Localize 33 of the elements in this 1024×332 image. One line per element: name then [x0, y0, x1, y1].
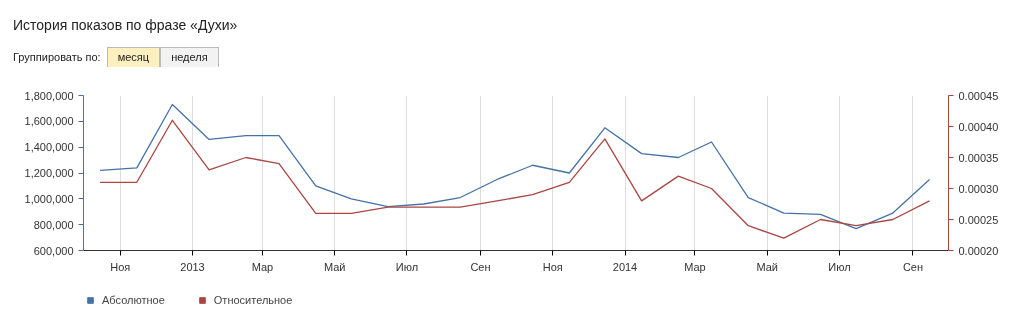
x-tick-label: Июл	[395, 260, 419, 273]
x-tick-label: Ноя	[110, 260, 131, 273]
chart-title: История показов по фразе «Духи»	[13, 16, 238, 35]
y2-tick-label: 0.00040	[958, 120, 999, 133]
y2-tick-label: 0.00030	[958, 182, 999, 195]
x-tick-label: 2014	[612, 260, 638, 273]
x-tick-label: Май	[323, 260, 346, 273]
x-tick-label: Ноя	[542, 260, 563, 273]
y2-tick-label: 0.00035	[958, 151, 999, 164]
x-tick-label: Май	[756, 260, 778, 273]
x-tick-label: Сен	[470, 260, 491, 273]
y-tick-label: 1,800,000	[24, 89, 74, 102]
x-tick-label: 2013	[180, 260, 205, 273]
y-tick-label: 800,000	[33, 218, 74, 231]
line-series	[99, 103, 931, 230]
line-series	[99, 119, 931, 239]
y-tick-label: 1,600,000	[24, 115, 74, 128]
x-tick-label: Июл	[828, 260, 851, 273]
x-tick-label: Мар	[684, 260, 706, 273]
y2-tick-label: 0.00025	[958, 213, 999, 226]
y-tick-label: 1,000,000	[24, 192, 74, 205]
legend-label: Абсолютное	[102, 294, 165, 306]
text: Группировать по:	[13, 51, 101, 63]
y2-tick-label: 0.00020	[958, 244, 999, 257]
y-tick-label: 1,400,000	[24, 141, 74, 154]
text: неделя	[160, 47, 219, 69]
y-tick-label: 1,200,000	[24, 167, 74, 179]
y-tick-label: 600,000	[33, 244, 74, 257]
x-tick-label: Мар	[251, 260, 274, 273]
y2-tick-label: 0.00045	[958, 89, 999, 102]
x-tick-label: Сен	[902, 260, 924, 273]
text: месяц	[106, 47, 161, 69]
legend-label: Относительное	[213, 294, 293, 306]
